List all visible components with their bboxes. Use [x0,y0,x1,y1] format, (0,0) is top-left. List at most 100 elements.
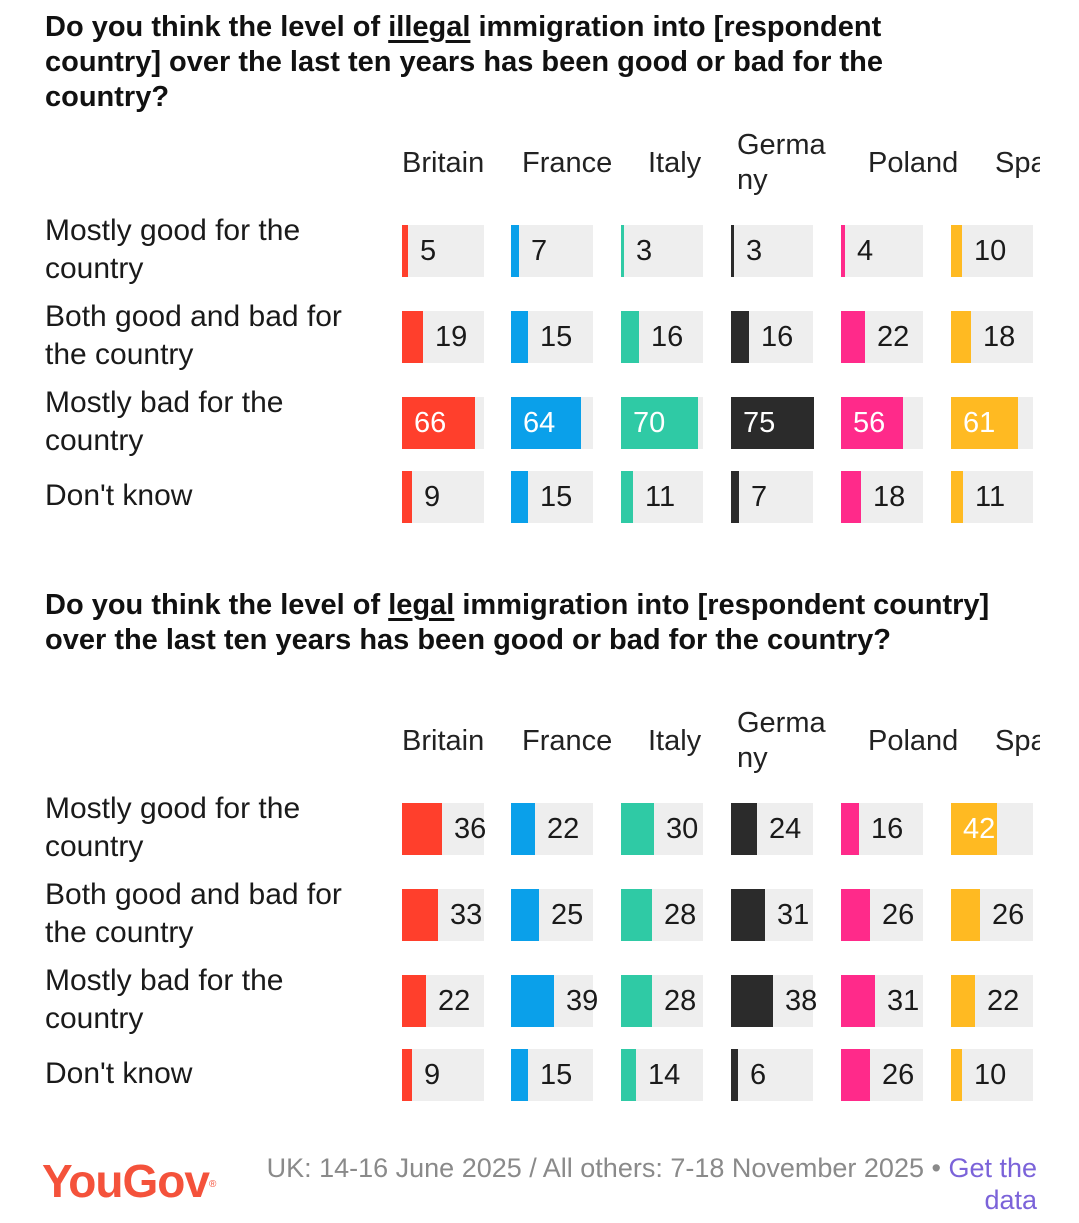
column-header-spain: Spain [995,725,1040,757]
value-label: 16 [761,321,794,353]
bar-britain-0 [402,803,442,855]
bar-italy-3 [621,471,634,523]
get-the-data-link[interactable]: Get the data [948,1153,1037,1215]
bar-germany-2 [731,397,814,449]
bar-italy-2 [621,975,652,1027]
value-label: 31 [887,985,920,1017]
chart-area: Do you think the level of illegal immigr… [45,11,1040,1101]
value-label: 16 [871,813,904,845]
value-label: 9 [424,1059,441,1091]
value-label: 11 [975,481,1006,513]
bar-track [621,225,703,277]
bar-spain-0 [951,225,962,277]
value-label: 7 [531,235,548,267]
row-label-0: Mostly good for the country [45,792,301,863]
bar-germany-0 [731,803,758,855]
value-label: 9 [424,481,441,513]
bar-britain-2 [402,397,475,449]
value-label: 30 [666,813,699,845]
column-header-italy: Italy [648,147,702,179]
bar-track [841,471,923,523]
value-label: 22 [547,813,580,845]
bar-track [511,397,593,449]
value-label: 10 [974,1059,1007,1091]
column-header-poland: Poland [868,147,959,179]
value-label: 10 [974,235,1007,267]
value-label: 3 [746,235,763,267]
value-label: 22 [987,985,1020,1017]
value-label: 70 [633,407,666,439]
bar-france-3 [511,471,528,523]
column-header-france: France [522,147,613,179]
bar-germany-3 [731,471,739,523]
value-label: 61 [963,407,996,439]
bar-track [402,889,484,941]
column-header-germany: Germany [737,707,826,774]
bar-italy-1 [621,311,639,363]
bar-track [841,1049,923,1101]
yougov-logo: YouGov® [42,1155,216,1207]
bar-britain-3 [402,1049,412,1101]
value-label: 64 [523,407,556,439]
bar-track [511,471,593,523]
value-label: 15 [540,1059,573,1091]
bar-track [621,311,703,363]
bar-france-2 [511,975,554,1027]
bar-italy-2 [621,397,698,449]
bar-track [402,311,484,363]
bar-track [951,1049,1033,1101]
bar-france-2 [511,397,582,449]
bar-track [841,889,923,941]
value-label: 19 [435,321,468,353]
value-label: 18 [873,481,906,513]
bar-track [841,397,923,449]
bar-poland-3 [841,1049,870,1101]
value-label: 18 [983,321,1016,353]
bar-germany-1 [731,311,749,363]
bar-track [951,975,1033,1027]
bar-italy-0 [621,225,625,277]
bar-track [841,803,923,855]
bar-track [511,975,593,1027]
bar-poland-0 [841,803,859,855]
value-label: 5 [420,235,437,267]
bar-britain-2 [402,975,427,1027]
bar-track [511,889,593,941]
bar-track [511,803,593,855]
bar-spain-3 [951,471,964,523]
value-label: 33 [450,899,483,931]
bar-poland-2 [841,397,903,449]
column-header-france: France [522,725,613,757]
value-label: 14 [648,1059,681,1091]
bar-spain-1 [951,889,980,941]
bar-track [402,975,484,1027]
bar-track [841,311,923,363]
value-label: 39 [566,985,599,1017]
bar-germany-1 [731,889,766,941]
bar-track [511,225,593,277]
bar-track [511,1049,593,1101]
value-label: 56 [853,407,886,439]
value-label: 4 [857,235,874,267]
column-header-britain: Britain [402,147,485,179]
value-label: 75 [743,407,776,439]
bar-poland-1 [841,889,870,941]
value-label: 7 [751,481,768,513]
bar-track [402,1049,484,1101]
value-label: 36 [454,813,487,845]
bar-britain-1 [402,889,439,941]
value-label: 25 [551,899,584,931]
bar-germany-0 [731,225,735,277]
value-label: 38 [785,985,818,1017]
value-label: 28 [664,899,697,931]
bar-poland-3 [841,471,861,523]
bar-britain-0 [402,225,408,277]
value-label: 31 [777,899,810,931]
column-header-italy: Italy [648,725,702,757]
row-label-3: Don't know [45,479,193,512]
footer: YouGov® UK: 14-16 June 2025 / All others… [0,1140,1079,1223]
bar-track [951,225,1033,277]
bar-britain-1 [402,311,423,363]
value-label: 24 [769,813,802,845]
bar-track [731,975,813,1027]
